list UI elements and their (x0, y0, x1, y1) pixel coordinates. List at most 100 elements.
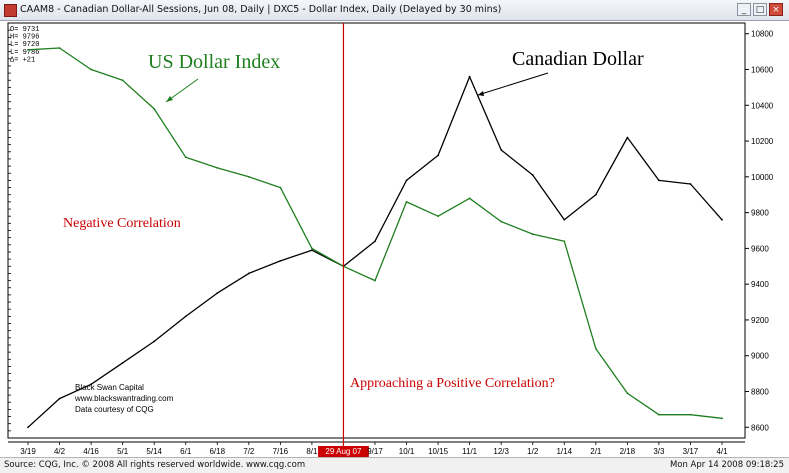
maximize-button[interactable]: □ (753, 3, 767, 16)
usd-series-point (184, 156, 187, 159)
minimize-button[interactable]: _ (737, 3, 751, 16)
ohlc-line: H= 9796 (10, 34, 39, 42)
cad-series-point (374, 240, 376, 243)
x-tick-label: 10/1 (399, 447, 415, 456)
x-tick-label: 6/1 (180, 447, 192, 456)
usd-series-point (658, 413, 660, 416)
x-tick-label: 7/16 (273, 447, 289, 456)
x-tick-label: 3/19 (20, 447, 36, 456)
ohlc-line: Δ= +21 (10, 56, 35, 64)
x-tick-label: 2/1 (590, 447, 602, 456)
cad-series-point (563, 218, 566, 221)
usd-series-point (121, 79, 124, 82)
usd-series-point (468, 197, 471, 200)
copyright-text: Source: CQG, Inc. © 2008 All rights rese… (4, 460, 306, 470)
y-tick-label: 10600 (751, 66, 774, 75)
cad-series-point (27, 426, 29, 429)
x-tick-label: 9/17 (367, 447, 383, 456)
series-lines (27, 47, 723, 429)
cad-series-point (500, 149, 503, 151)
usd-series-point (594, 347, 597, 350)
cad-series-point (437, 154, 439, 157)
y-tick-label: 10200 (751, 137, 774, 146)
x-tick-highlight (318, 446, 369, 457)
ohlc-line: L= 9720 (10, 41, 39, 49)
usd-series-point (405, 200, 408, 203)
cad-series-point (216, 292, 219, 295)
usd-label: US Dollar Index (148, 51, 280, 73)
usd-series-point (311, 247, 313, 250)
x-tick-label: 8/1 (306, 447, 318, 456)
usd-series-point (563, 240, 566, 243)
x-tick-label: 6/18 (209, 447, 225, 456)
y-tick-label: 9000 (751, 352, 769, 361)
x-tick-label: 12/3 (493, 447, 509, 456)
usd-series-point (374, 279, 376, 282)
y-tick-label: 9600 (751, 244, 769, 253)
cad-series-line (27, 76, 723, 428)
cad-series-point (121, 361, 124, 364)
close-button[interactable]: × (769, 3, 783, 16)
cad-series-point (58, 397, 61, 400)
x-tick-label: 4/2 (54, 447, 66, 456)
data-credit: Data courtesy of CQG (75, 405, 154, 414)
cad-series-point (247, 272, 250, 275)
x-tick-label: 11/1 (462, 447, 478, 456)
usd-series-point (27, 48, 29, 51)
cad-series-point (468, 75, 471, 78)
x-tick-label: 4/16 (83, 447, 99, 456)
status-bar: Source: CQG, Inc. © 2008 All rights rese… (0, 457, 789, 473)
y-axis: 8600 8800 9000 9200 9400 9600 9800 10000 10200 10… (8, 22, 774, 439)
x-tick-label: 1/2 (527, 447, 539, 456)
cad-series-point (279, 260, 282, 262)
source-url: www.blackswantrading.com (74, 394, 174, 403)
app-icon (4, 4, 17, 17)
x-tick-label: 7/2 (243, 447, 255, 456)
usd-series-point (247, 175, 250, 178)
cad-series-point (184, 315, 187, 318)
usd-series-point (279, 186, 282, 189)
window-titlebar: CAAM8 - Canadian Dollar-All Sessions, Ju… (0, 0, 789, 21)
ohlc-line: L= 9786 (10, 49, 39, 57)
cad-series-point (405, 179, 408, 182)
usd-arrow (165, 78, 199, 103)
y-tick-label: 8600 (751, 423, 769, 432)
usd-series-point (153, 107, 156, 110)
x-tick-label: 29 Aug 07 (325, 447, 362, 456)
usd-series-point (721, 417, 723, 420)
y-tick-label: 9800 (751, 209, 769, 218)
usd-series-line (27, 47, 723, 419)
y-tick-label: 10000 (751, 173, 774, 182)
usd-series-point (90, 68, 92, 71)
cad-series-point (153, 340, 156, 343)
usd-series-point (500, 220, 503, 223)
y-tick-label: 8800 (751, 387, 769, 396)
cad-series-point (90, 383, 92, 386)
x-tick-label: 3/17 (683, 447, 699, 456)
usd-series-point (216, 166, 219, 169)
ohlc-line: O= 9731 (10, 26, 39, 34)
cad-label: Canadian Dollar (512, 48, 644, 70)
cad-series-point (721, 218, 723, 221)
y-tick-label: 10400 (751, 101, 774, 110)
usd-series-point (531, 233, 534, 235)
cad-series-point (531, 174, 534, 176)
y-tick-label: 10800 (751, 30, 774, 39)
cad-series-point (689, 183, 692, 185)
y-tick-label: 9200 (751, 316, 769, 325)
x-tick-label: 5/1 (117, 447, 129, 456)
x-tick-label: 4/1 (716, 447, 728, 456)
usd-series-point (689, 413, 692, 416)
x-axis: 3/19 4/2 4/16 5/1 5/14 6/1 6/18 7/2 7/16 8/1 29 Au… (8, 441, 745, 457)
window-title: CAAM8 - Canadian Dollar-All Sessions, Ju… (20, 4, 502, 15)
y-tick-label: 9400 (751, 280, 769, 289)
positive-correlation-label: Approaching a Positive Correlation? (350, 376, 555, 391)
usd-series-point (437, 215, 439, 218)
cad-series-point (594, 193, 597, 196)
x-tick-label: 3/3 (653, 447, 665, 456)
x-tick-label: 10/15 (428, 447, 449, 456)
x-tick-label: 5/14 (146, 447, 162, 456)
usd-series-point (58, 47, 61, 49)
